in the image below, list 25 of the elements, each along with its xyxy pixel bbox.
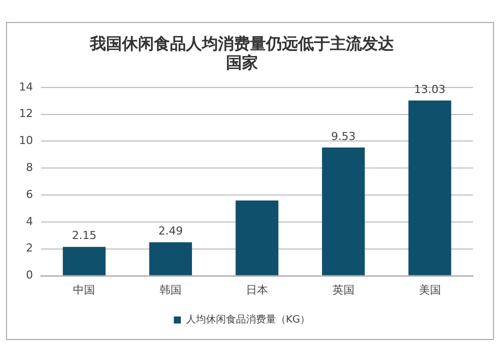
data-label: 13.03 — [414, 82, 446, 96]
x-tick-label: 美国 — [418, 283, 441, 296]
y-tick-label: 14 — [18, 80, 33, 94]
x-tick-label: 中国 — [73, 283, 96, 296]
y-tick-label: 4 — [26, 214, 33, 228]
bar — [236, 200, 278, 276]
legend-label: 人均休闲食品消费量（KG） — [186, 314, 310, 326]
data-label: 2.15 — [72, 229, 96, 242]
data-label: 2.49 — [158, 224, 183, 238]
y-tick-label: 12 — [18, 107, 33, 120]
x-tick-label: 英国 — [332, 283, 354, 296]
bar — [322, 148, 365, 276]
y-tick-label: 8 — [26, 161, 33, 174]
y-tick-label: 2 — [26, 242, 33, 255]
bar — [62, 246, 106, 276]
bar — [149, 242, 192, 276]
y-tick-label: 0 — [26, 268, 33, 282]
text: 我国休闲食品人均消费量仍远低于主流发达 — [90, 34, 394, 53]
bar — [408, 100, 452, 276]
x-tick-label: 日本 — [246, 283, 268, 296]
y-tick-label: 6 — [26, 188, 33, 201]
data-label: 9.53 — [331, 130, 356, 143]
text: 国家 — [226, 52, 258, 72]
y-tick-label: 10 — [18, 134, 33, 148]
x-tick-label: 韩国 — [160, 283, 182, 296]
